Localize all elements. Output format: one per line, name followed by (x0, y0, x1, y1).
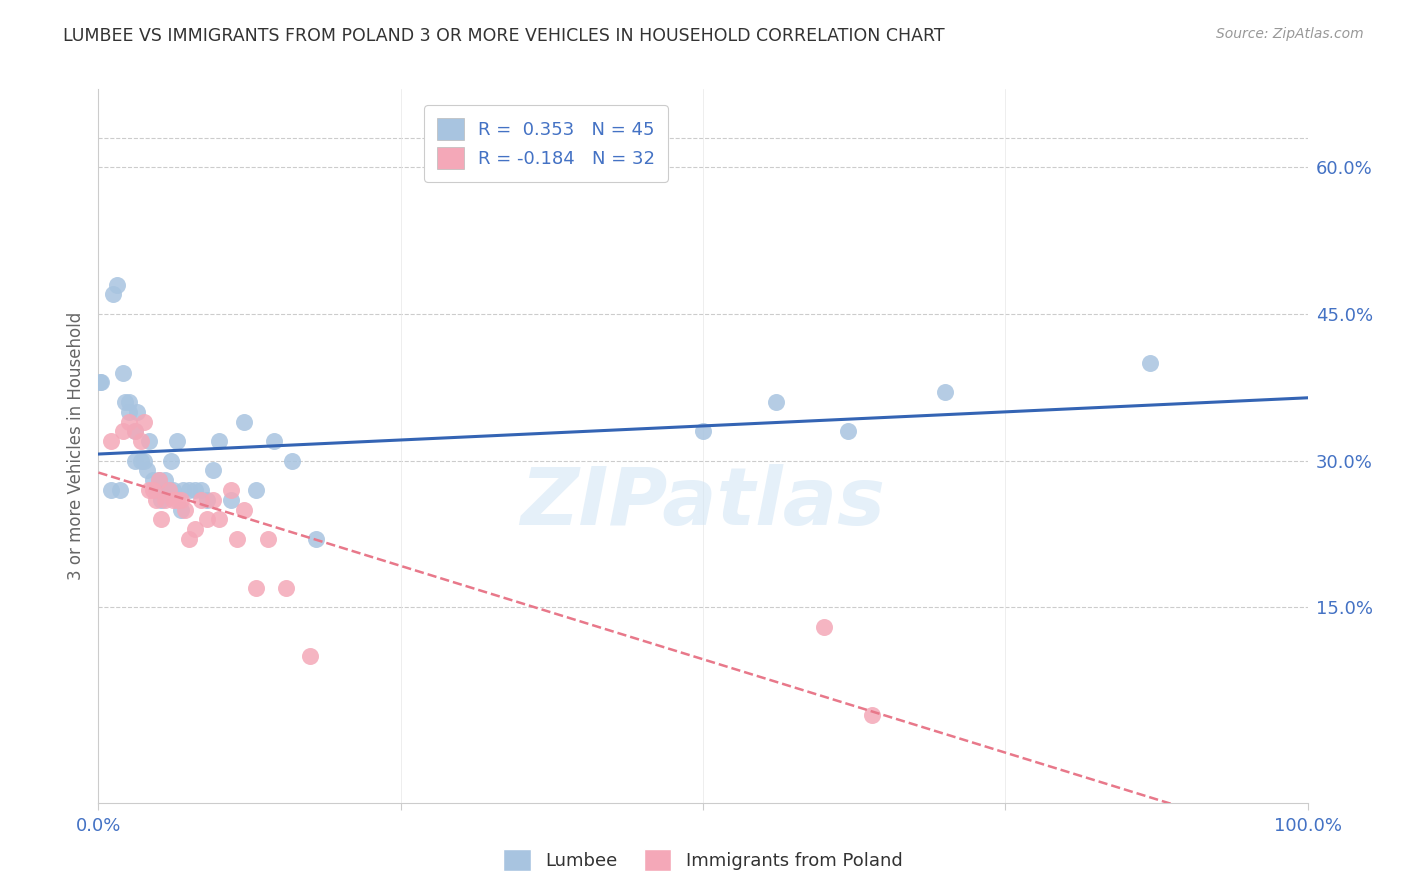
Point (150, 492, 173, 507)
Point (245, 581, 267, 595)
Point (232, 502, 254, 516)
Point (129, 434, 152, 449)
Point (263, 434, 285, 449)
Point (256, 532, 278, 546)
Point (208, 434, 231, 449)
Point (127, 405, 149, 419)
Point (166, 434, 188, 449)
Point (179, 532, 201, 546)
Point (135, 463, 157, 477)
Point (142, 473, 165, 487)
Point (148, 473, 170, 487)
Point (118, 395, 141, 409)
Point (157, 483, 180, 497)
Point (160, 453, 183, 467)
Point (124, 425, 146, 439)
Point (837, 425, 859, 439)
Point (124, 453, 146, 467)
Point (101, 287, 124, 301)
Legend: Lumbee, Immigrants from Poland: Lumbee, Immigrants from Poland (496, 842, 910, 879)
Point (184, 522, 207, 536)
Point (111, 425, 134, 439)
Point (129, 453, 152, 467)
Point (813, 620, 835, 634)
Point (114, 395, 136, 409)
Point (111, 366, 134, 380)
Point (184, 483, 207, 497)
Text: Source: ZipAtlas.com: Source: ZipAtlas.com (1216, 27, 1364, 41)
Point (281, 453, 304, 467)
Legend: R =  0.353   N = 45, R = -0.184   N = 32: R = 0.353 N = 45, R = -0.184 N = 32 (423, 105, 668, 182)
Point (190, 483, 212, 497)
Point (174, 502, 197, 516)
Point (202, 463, 225, 477)
Point (169, 502, 191, 516)
Point (105, 277, 128, 292)
Point (138, 483, 160, 497)
Point (108, 483, 131, 497)
Point (145, 492, 167, 507)
Text: LUMBEE VS IMMIGRANTS FROM POLAND 3 OR MORE VEHICLES IN HOUSEHOLD CORRELATION CHA: LUMBEE VS IMMIGRANTS FROM POLAND 3 OR MO… (63, 27, 945, 45)
Point (90, 376, 112, 390)
Point (274, 581, 297, 595)
Point (169, 492, 191, 507)
Point (124, 425, 146, 439)
Point (118, 405, 141, 419)
Point (190, 492, 212, 507)
Point (145, 483, 167, 497)
Point (166, 492, 188, 507)
Point (305, 532, 328, 546)
Point (153, 492, 176, 507)
Point (89, 376, 111, 390)
Point (221, 492, 243, 507)
Point (134, 415, 156, 429)
Point (195, 492, 218, 507)
Point (150, 512, 173, 526)
Point (138, 434, 160, 449)
Point (1139, 356, 1161, 370)
Point (934, 385, 956, 400)
Point (208, 512, 231, 526)
Point (162, 492, 184, 507)
Point (232, 415, 254, 429)
Point (179, 483, 201, 497)
Point (162, 483, 184, 497)
Point (202, 492, 225, 507)
Point (100, 434, 122, 449)
Point (245, 483, 267, 497)
Point (153, 473, 176, 487)
Point (148, 473, 170, 487)
Point (118, 415, 141, 429)
Point (226, 532, 249, 546)
Point (692, 425, 714, 439)
Point (134, 453, 156, 467)
Y-axis label: 3 or more Vehicles in Household: 3 or more Vehicles in Household (66, 312, 84, 580)
Point (221, 483, 243, 497)
Point (157, 483, 180, 497)
Point (765, 395, 787, 409)
Point (172, 483, 194, 497)
Point (860, 707, 883, 722)
Point (195, 512, 218, 526)
Point (100, 483, 122, 497)
Text: ZIPatlas: ZIPatlas (520, 464, 886, 542)
Point (142, 483, 165, 497)
Point (299, 649, 322, 664)
